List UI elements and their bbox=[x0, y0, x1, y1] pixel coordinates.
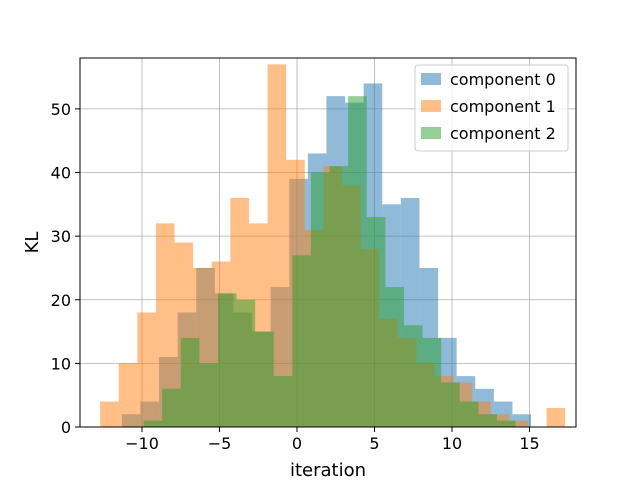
x-tick-label: −5 bbox=[208, 434, 232, 453]
legend-label: component 2 bbox=[450, 124, 556, 143]
histogram-bar bbox=[162, 388, 181, 427]
y-tick-label: 50 bbox=[51, 100, 71, 119]
ticks: −10 −5 0 5 10 15 0 10 20 30 40 50 bbox=[51, 100, 540, 453]
histogram-bar bbox=[100, 401, 119, 427]
histogram-bar bbox=[459, 401, 479, 427]
histogram-bar bbox=[292, 255, 311, 427]
legend: component 0 component 1 component 2 bbox=[414, 64, 569, 152]
histogram-bar bbox=[546, 407, 566, 427]
y-tick-label: 40 bbox=[51, 164, 71, 183]
legend-swatch bbox=[421, 100, 441, 112]
histogram-bar bbox=[478, 414, 497, 427]
y-tick-label: 10 bbox=[51, 354, 71, 373]
histogram-bar bbox=[199, 363, 218, 427]
y-tick-label: 20 bbox=[51, 291, 71, 310]
x-tick-label: −10 bbox=[125, 434, 159, 453]
legend-box bbox=[414, 64, 569, 152]
histogram-bar bbox=[143, 420, 163, 427]
histogram-bar bbox=[236, 299, 256, 427]
bars bbox=[100, 64, 566, 428]
histogram-bar bbox=[496, 420, 516, 427]
y-axis-label: KL bbox=[22, 232, 43, 254]
histogram-bar bbox=[403, 325, 423, 427]
histogram-bar bbox=[118, 363, 138, 427]
y-tick-label: 30 bbox=[51, 227, 71, 246]
x-tick-label: 0 bbox=[292, 434, 302, 453]
x-tick-label: 5 bbox=[369, 434, 379, 453]
histogram-bar bbox=[366, 217, 386, 427]
legend-swatch bbox=[421, 127, 441, 139]
histogram-bar bbox=[385, 287, 404, 427]
histogram-bar bbox=[509, 420, 528, 427]
legend-label: component 1 bbox=[450, 97, 556, 116]
histogram-bar bbox=[441, 382, 460, 427]
x-tick-label: 15 bbox=[519, 434, 539, 453]
histogram-bar bbox=[422, 337, 442, 427]
histogram-bar bbox=[137, 312, 156, 427]
series-2 bbox=[143, 96, 516, 428]
histogram-bar bbox=[217, 293, 237, 427]
histogram-bar bbox=[255, 331, 274, 427]
histogram-bar bbox=[310, 172, 330, 427]
y-tick-label: 0 bbox=[61, 418, 71, 437]
histogram-bar bbox=[329, 166, 349, 428]
legend-swatch bbox=[421, 73, 441, 85]
histogram-bar bbox=[273, 376, 293, 427]
legend-label: component 0 bbox=[450, 70, 556, 89]
x-tick-label: 10 bbox=[442, 434, 462, 453]
histogram-bar bbox=[155, 223, 175, 427]
plot-frame bbox=[79, 57, 577, 428]
histogram-bar bbox=[348, 96, 367, 427]
histogram-bar bbox=[180, 337, 200, 427]
x-axis-label: iteration bbox=[290, 460, 366, 480]
